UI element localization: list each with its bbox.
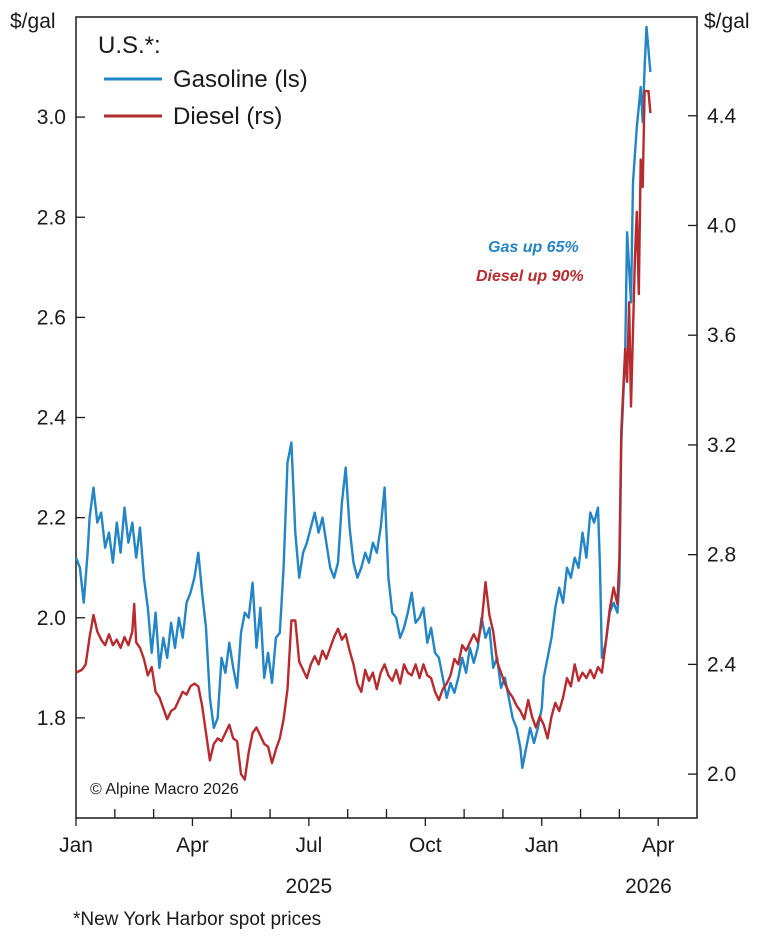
annotation-diesel: Diesel up 90% (476, 268, 584, 285)
x-year-label: 2026 (625, 875, 672, 898)
x-tick-label: Jan (525, 834, 559, 857)
credit: © Alpine Macro 2026 (90, 781, 239, 798)
right-tick-label: 2.0 (707, 763, 736, 786)
footnote: *New York Harbor spot prices (73, 909, 321, 930)
axes-layer: 1.8 2.0 2.2 2.4 2.6 2.8 3.0 2.0 2.4 2.8 3.2 3.6 4.0 4… (37, 16, 737, 898)
right-axis-label: $/gal (704, 10, 750, 33)
right-tick-label: 4.4 (707, 105, 737, 128)
legend-label-diesel: Diesel (rs) (173, 103, 282, 130)
x-tick-label: Oct (409, 834, 442, 857)
right-tick-label: 3.2 (707, 434, 736, 457)
annotation-gas: Gas up 65% (488, 239, 579, 256)
left-tick-label: 2.4 (37, 407, 67, 430)
left-tick-label: 3.0 (37, 106, 66, 129)
legend-title: U.S.*: (98, 32, 161, 59)
x-tick-label: Apr (176, 834, 209, 857)
left-tick-label: 2.0 (37, 607, 66, 630)
series-line-gasoline (74, 25, 652, 770)
left-tick-label: 2.6 (37, 306, 66, 329)
right-tick-label: 3.6 (707, 324, 736, 347)
right-tick-label: 2.8 (707, 544, 736, 567)
x-tick-label: Apr (642, 834, 675, 857)
series-layer (74, 25, 652, 781)
x-year-label: 2025 (286, 875, 333, 898)
legend: U.S.*: Gasoline (ls) Diesel (rs) (98, 32, 308, 130)
series-line-diesel (75, 89, 652, 781)
plot-frame (75, 16, 698, 819)
left-tick-label: 2.2 (37, 507, 66, 530)
right-tick-label: 2.4 (707, 653, 737, 676)
legend-label-gasoline: Gasoline (ls) (173, 66, 308, 93)
x-tick-label: Jan (59, 834, 93, 857)
left-axis-label: $/gal (10, 10, 56, 33)
right-tick-label: 4.0 (707, 214, 736, 237)
left-tick-label: 2.8 (37, 206, 66, 229)
left-tick-label: 1.8 (37, 707, 66, 730)
x-tick-label: Jul (295, 834, 322, 857)
